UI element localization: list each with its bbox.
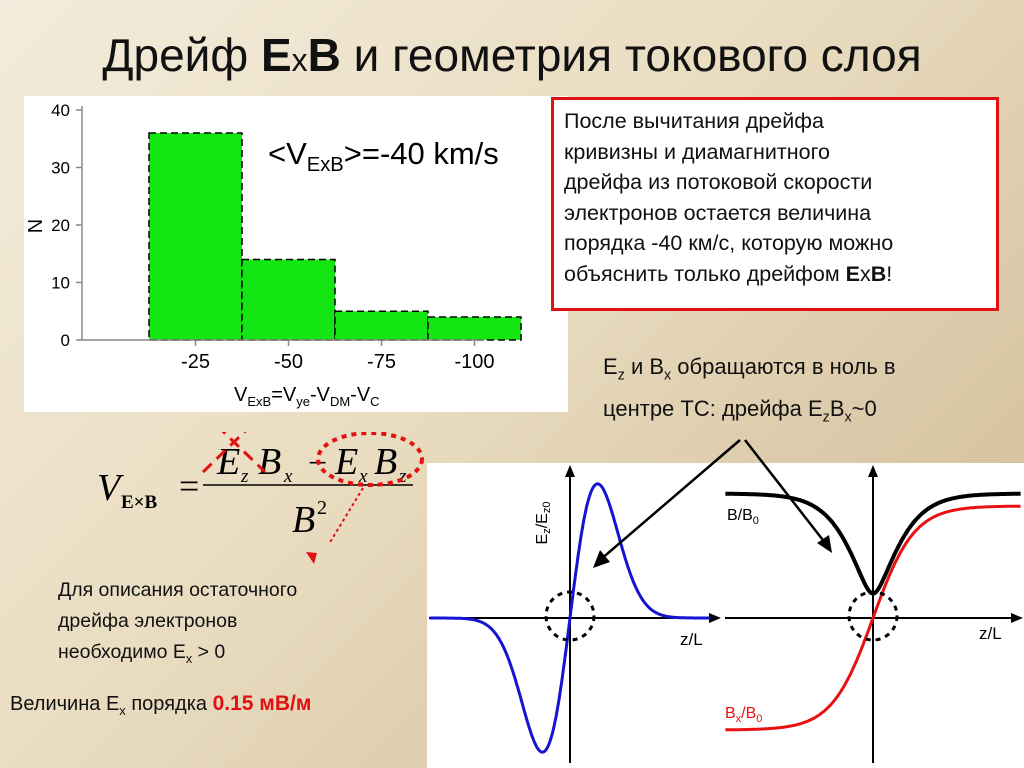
formula-arrowhead	[306, 552, 317, 564]
profile-curves: Ez/Ez0 z/L z/L B/B0 Bx/B0	[429, 465, 1023, 763]
histogram-bar	[427, 316, 522, 341]
ez-curve	[429, 482, 711, 754]
note-line: порядка -40 км/с, которую можно	[564, 231, 894, 255]
ez-bx-note: Ez и Bx обращаются в ноль в центре ТС: д…	[603, 354, 896, 426]
formula-lhs: V	[97, 467, 124, 509]
note-line: дрейфа из потоковой скорости	[564, 170, 873, 194]
y-tick-label: 30	[51, 159, 70, 178]
vexb-equation: VExB=Vye-VDM-VC	[228, 382, 386, 411]
bx-label: Bx/B0	[725, 705, 762, 725]
formula-den: B	[292, 499, 315, 541]
note-line: объяснить только дрейфом ExB!	[564, 261, 893, 286]
histogram-bar	[334, 310, 429, 341]
y-tick-label: 0	[61, 331, 70, 350]
y-axis-label: N	[25, 219, 47, 233]
center-marker-right	[847, 590, 899, 642]
svg-text:x: x	[358, 466, 368, 487]
svg-text:z: z	[240, 466, 249, 487]
mean-velocity-label: <VExB>=-40 km/s	[264, 136, 503, 178]
formula-n4: B	[374, 441, 397, 483]
formula-n1: E	[216, 441, 240, 483]
note-line: кривизны и диамагнитного	[564, 139, 830, 164]
histogram-bar	[148, 132, 243, 341]
y-tick-label: 40	[51, 101, 70, 120]
b-label: B/B0	[727, 507, 759, 527]
y-tick-label: 20	[51, 216, 70, 235]
magnitude-text: Величина Ex порядка 0.15 мВ/м	[10, 692, 312, 718]
x-tick-label: -50	[274, 351, 303, 373]
histogram-chart: 0 10 20 30 40 -25 -50 -75 -100 N	[25, 101, 522, 373]
note-line: электронов остается величина	[564, 200, 872, 225]
bx-curve	[725, 504, 1021, 732]
histogram-bar	[241, 258, 336, 341]
ez-axis-label: Ez/Ez0	[534, 502, 553, 545]
svg-text:z: z	[398, 466, 407, 487]
center-marker-left	[544, 590, 596, 642]
page-title: Дрейф ExB и геометрия токового слоя	[102, 29, 922, 81]
x-tick-label: -25	[181, 351, 210, 373]
x-tick-label: -100	[454, 351, 494, 373]
left-x-axis-label: z/L	[680, 630, 703, 649]
x-tick-label: -75	[367, 351, 396, 373]
formula-lhs-sub: E×B	[121, 492, 157, 513]
y-tick-label: 10	[51, 274, 70, 293]
svg-text:2: 2	[317, 497, 327, 519]
magnitude-value: 0.15 мВ/м	[212, 692, 312, 715]
description-text: Для описания остаточного дрейфа электрон…	[58, 579, 298, 666]
svg-text:x: x	[283, 466, 293, 487]
explanation-box: После вычитания дрейфа кривизны и диамаг…	[551, 97, 999, 311]
formula-eq: =	[179, 466, 199, 506]
formula-n3: E	[334, 441, 358, 483]
right-x-axis-label: z/L	[979, 624, 1002, 643]
note-line: После вычитания дрейфа	[564, 109, 824, 133]
vexb-formula: V E×B = E z B x − E x B z B 2	[97, 432, 424, 542]
formula-n2: B	[258, 441, 281, 483]
